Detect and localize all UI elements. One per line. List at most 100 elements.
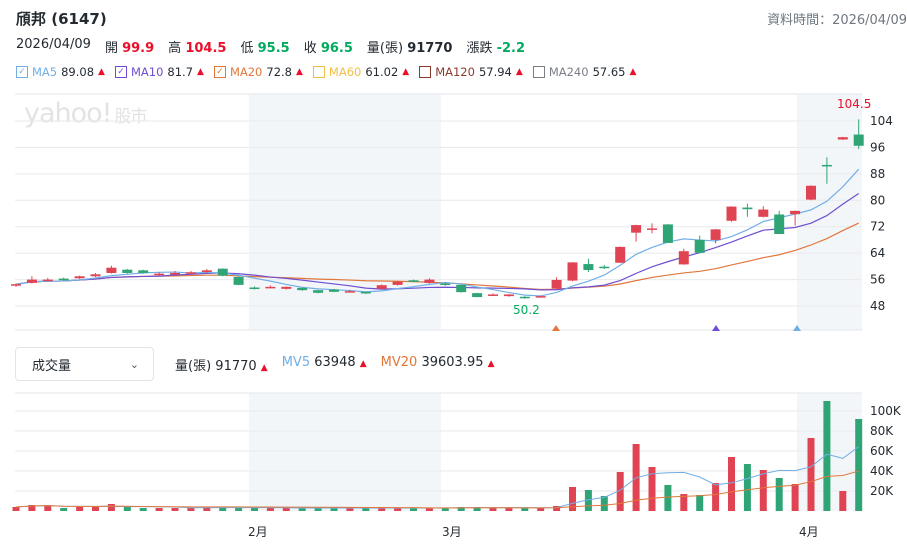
up-triangle-icon: ▲ (629, 67, 637, 77)
volume-bar (346, 508, 354, 511)
volume-bar (171, 508, 179, 511)
volume-bar (92, 507, 99, 511)
volume-bar (298, 508, 306, 511)
volume-bar (314, 508, 322, 511)
ma-name: MA120 (435, 65, 475, 79)
candle-body (106, 267, 117, 273)
volume-bar (139, 508, 147, 511)
checkbox-icon[interactable] (419, 66, 432, 78)
ma-toggle-ma120[interactable]: MA120 57.94 ▲ (419, 65, 523, 79)
month-shade (797, 94, 862, 330)
candle-body (806, 185, 816, 200)
checkbox-icon[interactable]: ✓ (213, 66, 226, 78)
candle-body (392, 281, 403, 285)
volume-bar (600, 496, 608, 511)
candle-body (360, 291, 371, 294)
price-tick: 96 (870, 140, 885, 154)
checkbox-icon[interactable]: ✓ (114, 66, 127, 78)
candle-body (74, 276, 85, 279)
up-triangle-icon: ▲ (98, 67, 105, 77)
volume-tick: 60K (870, 444, 894, 458)
volume-tick: 40K (870, 464, 894, 478)
quote-volume: 量(張) 91770 (366, 41, 453, 56)
volume-bar (743, 464, 751, 511)
candle-body (599, 266, 610, 269)
quote-date: 2026/04/09 (16, 37, 91, 52)
ma-value: 57.65 (592, 65, 626, 79)
up-triangle-icon: ▲ (487, 359, 495, 369)
candle-body (821, 164, 832, 167)
volume-bar (203, 507, 211, 511)
candle-body (313, 290, 324, 293)
volume-bar (378, 508, 386, 511)
volume-bar (410, 508, 417, 511)
candle-body (42, 279, 53, 282)
volume-bar (187, 508, 195, 511)
ma-name: MA60 (328, 65, 362, 79)
mv20-line (15, 470, 859, 509)
mv5-value: MV5 63948 ▲ (281, 355, 367, 370)
checkbox-icon[interactable] (532, 66, 545, 78)
candle-body (790, 210, 801, 215)
volume-bar (60, 508, 68, 511)
price-tick: 72 (870, 220, 885, 234)
ma-toggle-ma60[interactable]: MA60 61.02 ▲ (312, 65, 410, 79)
candle-body (503, 294, 514, 297)
candle-body (26, 279, 37, 283)
min-price-label: 50.2 (513, 303, 540, 317)
volume-bar (12, 507, 20, 511)
signal-triangle-icon (793, 325, 801, 331)
ma-toggle-ma20[interactable]: ✓ MA20 72.8 ▲ (213, 65, 303, 79)
volume-legend: 量(張) 91770 ▲ MV5 63948 ▲ MV20 39603.95 ▲ (175, 355, 495, 374)
volume-bar (791, 484, 799, 511)
ma-name: MA20 (229, 65, 263, 79)
candle-body (742, 207, 753, 210)
volume-bar (728, 457, 735, 511)
volume-bar (44, 505, 52, 511)
volume-bar (330, 508, 338, 511)
volume-bar (696, 495, 704, 511)
volume-bar (616, 472, 624, 511)
volume-bar (251, 508, 258, 511)
candle-body (710, 229, 721, 240)
volume-bar (425, 508, 433, 511)
price-tick: 88 (870, 167, 885, 181)
ma-toggle-ma240[interactable]: MA240 57.65 ▲ (532, 65, 637, 79)
volume-bar (505, 508, 513, 511)
candle-body (774, 214, 785, 234)
candle-body (678, 251, 689, 265)
candle-body (170, 272, 180, 275)
up-triangle-icon: ▲ (359, 359, 367, 369)
volume-bar (553, 506, 561, 511)
volume-bar (648, 467, 656, 511)
quote-summary: 2026/04/09 開 99.9 高 104.5 低 95.5 收 96.5 … (16, 37, 525, 56)
candle-body (472, 293, 483, 298)
volume-bar (123, 507, 131, 511)
ma-toggle-ma5[interactable]: ✓ MA5 89.08 ▲ (16, 65, 105, 79)
indicator-select[interactable]: 成交量 ⌄ (15, 347, 154, 381)
volume-bar (855, 419, 863, 511)
candle-body (551, 279, 562, 289)
candle-body (233, 276, 244, 285)
price-tick: 56 (870, 273, 885, 287)
candle-body (424, 279, 435, 283)
quote-change: 漲跌 -2.2 (466, 41, 526, 56)
candle-body (281, 286, 292, 289)
up-triangle-icon: ▲ (402, 67, 410, 77)
candle-body (154, 273, 165, 276)
indicator-select-value: 成交量 (32, 358, 72, 374)
ma-toggle-ma10[interactable]: ✓ MA10 81.7 ▲ (114, 65, 204, 79)
candle-body (249, 287, 260, 290)
candle-body (122, 269, 133, 273)
ma-value: 72.8 (266, 65, 292, 79)
ma-name: MA5 (32, 65, 58, 79)
checkbox-icon[interactable]: ✓ (16, 66, 28, 78)
ma-value: 89.08 (61, 65, 95, 79)
checkbox-icon[interactable] (312, 66, 325, 78)
chevron-down-icon: ⌄ (129, 357, 139, 371)
candle-body (519, 296, 530, 299)
candle-body (138, 270, 149, 273)
volume-bar (569, 487, 576, 511)
candle-body (535, 296, 546, 298)
